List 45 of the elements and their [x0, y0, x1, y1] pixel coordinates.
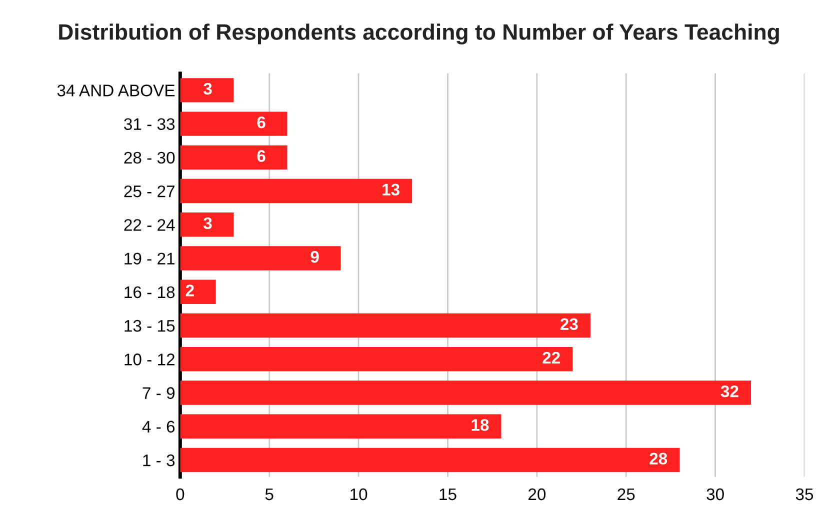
data-label: 23 — [560, 318, 578, 330]
y-tick-label: 16 - 18 — [124, 286, 175, 298]
data-label: 32 — [720, 385, 738, 398]
y-tick-label: 1 - 3 — [143, 454, 175, 466]
x-tick-label: 5 — [265, 488, 274, 500]
y-tick-label: 10 - 12 — [124, 354, 174, 366]
bar — [180, 414, 502, 439]
x-tick-label: 10 — [350, 488, 368, 500]
bar — [180, 112, 288, 136]
x-tick-label: 30 — [706, 488, 724, 500]
data-label: 3 — [204, 217, 212, 230]
y-tick-label: 25 - 27 — [124, 185, 174, 198]
bar — [180, 145, 288, 170]
data-label: 22 — [542, 352, 560, 364]
x-tick-label: 25 — [618, 488, 635, 500]
bar — [180, 78, 234, 102]
y-tick-label: 4 - 6 — [142, 420, 175, 433]
y-tick-label: 7 - 9 — [142, 387, 175, 399]
x-tick-label: 20 — [528, 488, 546, 500]
bar — [180, 246, 341, 270]
bar — [180, 280, 216, 304]
y-tick-label: 13 - 15 — [124, 320, 175, 332]
y-tick-label: 31 - 33 — [124, 118, 175, 130]
y-tick-label: 34 AND ABOVE — [57, 84, 175, 96]
bar — [180, 448, 680, 472]
data-label: 6 — [257, 150, 266, 162]
bar — [180, 347, 573, 372]
x-tick-label: 35 — [796, 488, 814, 500]
bar — [180, 178, 412, 204]
bar — [180, 380, 751, 405]
bar — [180, 313, 590, 338]
data-label: 18 — [472, 419, 489, 431]
y-tick-label: 22 - 24 — [124, 219, 175, 231]
chart-title: Distribution of Respondents according to Number of Years Teaching — [59, 24, 779, 44]
data-label: 9 — [310, 250, 319, 263]
x-tick-label: 15 — [440, 488, 456, 500]
y-tick-label: 28 - 30 — [124, 152, 175, 164]
data-label: 13 — [382, 184, 400, 196]
data-label: 2 — [186, 284, 194, 296]
x-tick-label: 0 — [176, 488, 184, 500]
data-label: 3 — [204, 82, 212, 95]
data-label: 6 — [257, 116, 266, 128]
data-label: 28 — [650, 452, 668, 464]
y-tick-label: 19 - 21 — [124, 252, 174, 264]
bar — [180, 212, 234, 237]
